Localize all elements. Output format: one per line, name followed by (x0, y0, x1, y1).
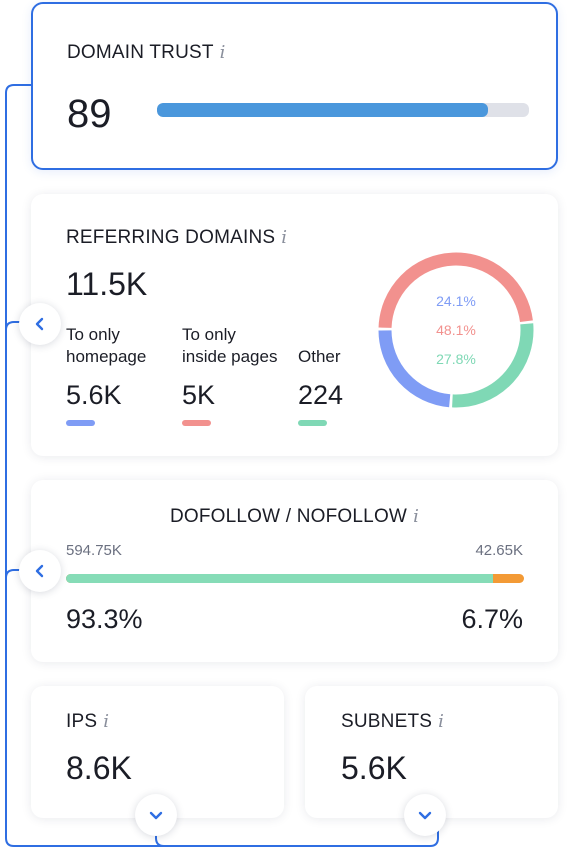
info-icon[interactable]: i (413, 506, 420, 527)
dofollow-card: DOFOLLOW / NOFOLLOW i 594.75K 42.65K 93.3… (31, 480, 558, 662)
dofollow-count: 594.75K (66, 542, 122, 559)
info-icon[interactable]: i (281, 227, 288, 248)
breakdown-other-swatch (298, 420, 327, 426)
breakdown-other-value: 224 (298, 380, 344, 410)
donut-labels: 24.1% 48.1% 27.8% (376, 250, 536, 410)
dofollow-percent: 93.3% (66, 604, 143, 634)
breakdown-inside-swatch (182, 420, 211, 426)
domain-trust-progress-fill (157, 103, 489, 117)
domain-trust-title: DOMAIN TRUST i (67, 42, 226, 63)
nofollow-percent: 6.7% (461, 604, 523, 634)
donut-segment-inside (378, 252, 533, 329)
info-icon[interactable]: i (438, 711, 445, 732)
domain-trust-progress (157, 103, 529, 117)
info-icon[interactable]: i (103, 711, 110, 732)
dofollow-title: DOFOLLOW / NOFOLLOW i (169, 506, 420, 527)
domain-trust-card: DOMAIN TRUST i 89 (31, 2, 558, 170)
domain-trust-value: 89 (67, 92, 112, 136)
donut-label-other: 27.8% (436, 350, 476, 367)
subnets-value: 5.6K (341, 750, 407, 786)
donut-label-homepage: 24.1% (436, 292, 476, 309)
breakdown-inside-value: 5K (182, 380, 216, 410)
referring-domains-title: REFERRING DOMAINS i (66, 227, 288, 248)
donut-label-inside: 48.1% (436, 321, 476, 338)
ips-value: 8.6K (66, 750, 132, 786)
collapse-dofollow-button[interactable] (19, 550, 61, 592)
breakdown-other-label: Other (298, 347, 341, 366)
breakdown-inside-label: To only inside pages (182, 325, 278, 366)
donut-segment-homepage (378, 330, 451, 408)
info-icon[interactable]: i (219, 42, 226, 63)
expand-ips-button[interactable] (135, 794, 177, 836)
referring-domains-donut (378, 252, 534, 408)
chevron-left-icon (35, 317, 44, 331)
donut-segment-other (452, 323, 534, 408)
referring-domains-total: 11.5K (66, 266, 148, 302)
breakdown-homepage-value: 5.6K (66, 380, 122, 410)
collapse-referring-button[interactable] (19, 303, 61, 345)
chevron-down-icon (149, 811, 163, 820)
expand-subnets-button[interactable] (404, 794, 446, 836)
subnets-title: SUBNETS i (341, 711, 445, 732)
nofollow-count: 42.65K (475, 542, 523, 559)
chevron-left-icon (35, 564, 44, 578)
chevron-down-icon (418, 811, 432, 820)
ips-title: IPS i (66, 711, 110, 732)
breakdown-homepage-label: To only homepage (66, 325, 147, 366)
referring-domains-card: REFERRING DOMAINS i 11.5K To only homepag… (31, 194, 558, 456)
dofollow-bar (66, 574, 524, 583)
breakdown-homepage-swatch (66, 420, 95, 426)
dofollow-bar-fill (66, 574, 494, 583)
